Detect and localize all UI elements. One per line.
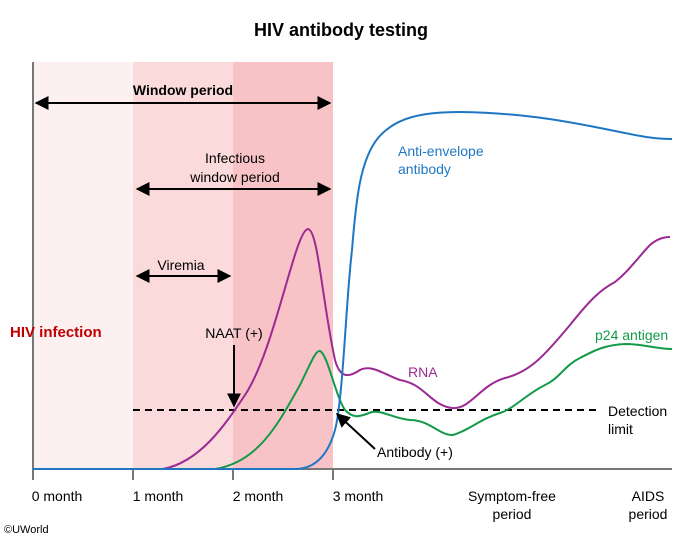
band-1-2-month [133,62,233,469]
window-period-label: Window period [133,82,233,98]
copyright: ©UWorld [4,524,49,536]
x-tick-label: 2 month [233,488,284,504]
infectious-label: window period [189,169,280,185]
detection-limit-label: Detection [608,403,667,419]
p24-label: p24 antigen [595,327,668,343]
x-tick-label: 0 month [32,488,83,504]
anti-envelope-antibody-curve [33,110,673,470]
symptom-free-label: period [493,506,532,522]
infectious-label: Infectious [205,150,265,166]
viremia-label: Viremia [157,257,204,273]
anti-envelope-label: Anti-envelope [398,143,484,159]
x-tick-label: 3 month [333,488,384,504]
anti-envelope-label: antibody [398,161,451,177]
symptom-free-label: Symptom-free [468,488,556,504]
aids-label: AIDS [632,488,665,504]
chart-title: HIV antibody testing [254,20,428,40]
rna-curve [33,227,671,470]
hiv-infection-label: HIV infection [10,324,102,341]
antibody-positive-label: Antibody (+) [377,444,453,460]
x-tick-label: 1 month [133,488,184,504]
detection-limit-label: limit [608,421,633,437]
p24-curve [33,342,673,470]
band-2-3-month [233,62,333,469]
antibody-positive-arrow [335,413,376,450]
aids-label: period [629,506,668,522]
band-0-1-month [33,62,133,469]
naat-label: NAAT (+) [205,325,262,341]
x-ticks [32,469,334,480]
rna-label: RNA [408,364,438,380]
